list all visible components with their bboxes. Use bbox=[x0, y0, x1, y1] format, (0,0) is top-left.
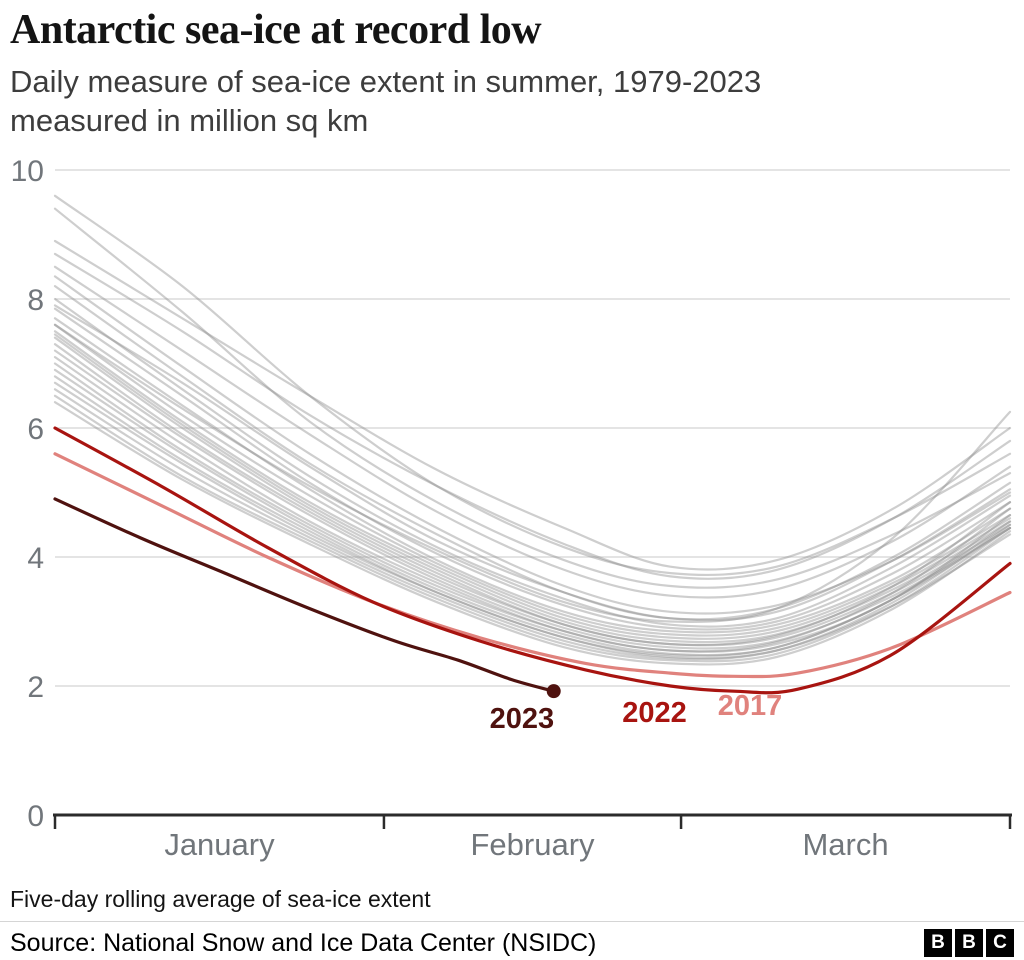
background-year-line-19 bbox=[53, 381, 1012, 657]
background-year-line-16 bbox=[53, 362, 1012, 653]
chart-subtitle-line2: measured in million sq km bbox=[10, 103, 369, 139]
bbc-logo-block-b1: B bbox=[924, 929, 952, 957]
background-year-line-0 bbox=[53, 194, 1012, 577]
y-tick-label-10: 10 bbox=[11, 155, 44, 188]
background-year-line-22 bbox=[53, 401, 1012, 666]
background-year-line-9 bbox=[53, 323, 1012, 637]
background-year-line-18 bbox=[53, 375, 1012, 660]
background-year-line-25 bbox=[53, 323, 1012, 624]
series-label-2022: 2022 bbox=[622, 697, 687, 729]
y-tick-label-2: 2 bbox=[27, 671, 44, 704]
y-tick-label-0: 0 bbox=[27, 800, 44, 833]
record-low-dot-2023 bbox=[546, 684, 561, 699]
month-label-january: January bbox=[164, 827, 275, 862]
chart-subtitle-line1: Daily measure of sea-ice extent in summe… bbox=[10, 64, 762, 99]
chart-title: Antarctic sea-ice at record low bbox=[10, 7, 542, 53]
background-year-line-13 bbox=[53, 343, 1012, 647]
background-year-line-12 bbox=[53, 336, 1012, 647]
chart-subtitle: Daily measure of sea-ice extent in summe… bbox=[10, 62, 1014, 140]
background-year-line-5 bbox=[53, 285, 1012, 621]
background-year-line-4 bbox=[53, 275, 1012, 615]
chart-header: Antarctic sea-ice at record low Daily me… bbox=[10, 6, 1014, 140]
background-year-line-8 bbox=[53, 317, 1012, 634]
series-label-2017: 2017 bbox=[718, 690, 783, 722]
background-year-line-6 bbox=[53, 297, 1012, 628]
background-year-line-1 bbox=[53, 207, 1012, 589]
source-row: Source: National Snow and Ice Data Cente… bbox=[10, 928, 1014, 958]
y-tick-label-8: 8 bbox=[27, 284, 44, 317]
bbc-logo: B B C bbox=[924, 929, 1014, 957]
month-label-march: March bbox=[802, 827, 888, 862]
background-year-line-21 bbox=[53, 394, 1012, 663]
background-year-line-15 bbox=[53, 356, 1012, 653]
month-label-february: February bbox=[470, 827, 595, 862]
background-year-line-17 bbox=[53, 368, 1012, 657]
y-tick-label-4: 4 bbox=[27, 542, 44, 575]
footer-divider bbox=[0, 921, 1024, 922]
background-year-line-11 bbox=[53, 333, 1012, 644]
series-2022-line bbox=[53, 426, 1012, 695]
background-year-line-2 bbox=[53, 239, 1012, 571]
bbc-logo-block-c: C bbox=[986, 929, 1014, 957]
background-year-line-23 bbox=[53, 304, 1012, 622]
series-2017-line bbox=[53, 452, 1012, 679]
chart-footnote: Five-day rolling average of sea-ice exte… bbox=[10, 886, 431, 912]
series-label-2023: 2023 bbox=[490, 703, 555, 735]
background-year-line-3 bbox=[53, 265, 1012, 599]
background-year-line-14 bbox=[53, 349, 1012, 650]
background-year-line-10 bbox=[53, 330, 1012, 640]
bbc-logo-block-b2: B bbox=[955, 929, 983, 957]
background-year-line-20 bbox=[53, 388, 1012, 661]
y-tick-label-6: 6 bbox=[27, 413, 44, 446]
background-year-line-7 bbox=[53, 307, 1012, 631]
series-2023-line bbox=[53, 497, 556, 693]
background-year-line-24 bbox=[53, 252, 1012, 580]
source-text: Source: National Snow and Ice Data Cente… bbox=[10, 928, 597, 957]
